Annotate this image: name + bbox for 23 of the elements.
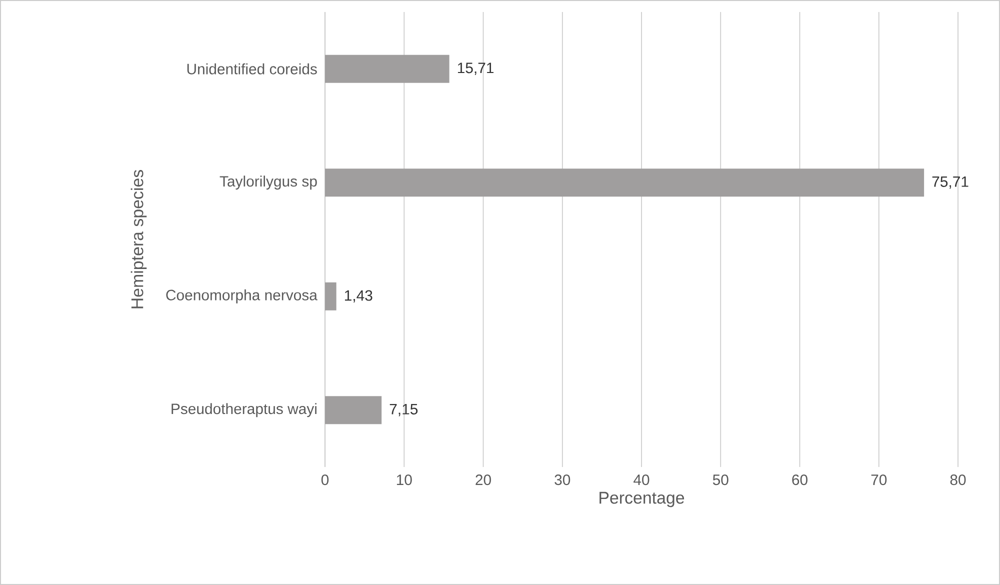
y-tick-label: Coenomorpha nervosa [166, 289, 318, 304]
y-tick-label: Pseudotheraptus wayi [172, 403, 316, 418]
x-tick-label: 80 [950, 474, 966, 486]
x-tick-label: 30 [554, 474, 570, 486]
x-tick-label: 70 [871, 474, 887, 486]
y-tick-label: Taylorilygus sp [220, 176, 317, 190]
x-tick-label: 60 [792, 474, 808, 486]
x-tick-label: 10 [396, 474, 412, 486]
y-axis-title: Hemiptera species [130, 170, 147, 308]
data-label: 7,15 [390, 404, 418, 416]
x-tick-label: 50 [712, 474, 728, 486]
y-tick-label: Unidentified coreids [187, 63, 317, 74]
x-axis-title: Percentage [600, 492, 684, 508]
bar [325, 168, 924, 197]
data-label: 75,71 [932, 176, 968, 189]
x-tick-label: 20 [476, 474, 491, 486]
x-tick-label: 40 [634, 474, 650, 486]
data-label: 1,43 [344, 290, 372, 303]
bar [325, 396, 382, 424]
x-tick-label: 0 [321, 474, 329, 486]
bar [325, 282, 336, 310]
bar [325, 54, 450, 83]
data-label: 15,71 [458, 62, 494, 75]
